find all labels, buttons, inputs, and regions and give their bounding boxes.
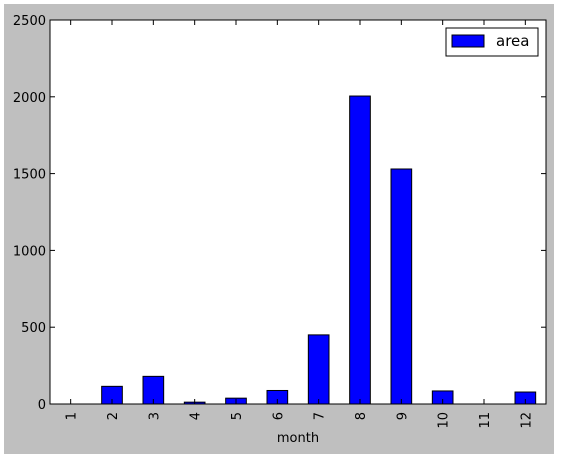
x-tick-label: 10 [437,412,452,429]
x-tick-label: 7 [313,412,328,420]
x-tick-label: 8 [354,412,369,420]
x-tick-label: 9 [395,412,410,420]
y-tick-label: 2500 [13,14,46,29]
bar-month-8 [349,95,371,405]
x-axis-label: month [277,431,319,446]
y-axis-ticks: 0 500 1000 1500 2000 2500 [13,14,546,413]
x-tick-label: 4 [189,412,204,420]
x-tick-label: 2 [106,412,121,420]
y-tick-label: 1000 [13,244,46,259]
plot-frame [49,19,547,405]
x-tick-label: 5 [230,412,245,420]
y-tick-label: 2000 [13,91,46,106]
y-tick-label: 0 [38,398,46,413]
legend-label: area [496,32,529,50]
legend-swatch [451,34,485,48]
y-tick-label: 500 [21,321,46,336]
x-tick-label: 11 [478,412,493,429]
x-axis-ticks: 1 2 3 4 5 6 7 8 9 10 11 12 [65,20,534,429]
x-tick-label: 3 [147,412,162,420]
y-tick-label: 1500 [13,168,46,183]
bar-month-9 [390,168,413,405]
plot-area [50,20,546,404]
bar-month-7 [307,334,330,405]
x-tick-label: 12 [519,412,534,429]
bars-group [101,95,537,405]
x-tick-label: 6 [271,412,286,420]
x-tick-label: 1 [65,412,80,420]
legend: area [445,27,539,57]
